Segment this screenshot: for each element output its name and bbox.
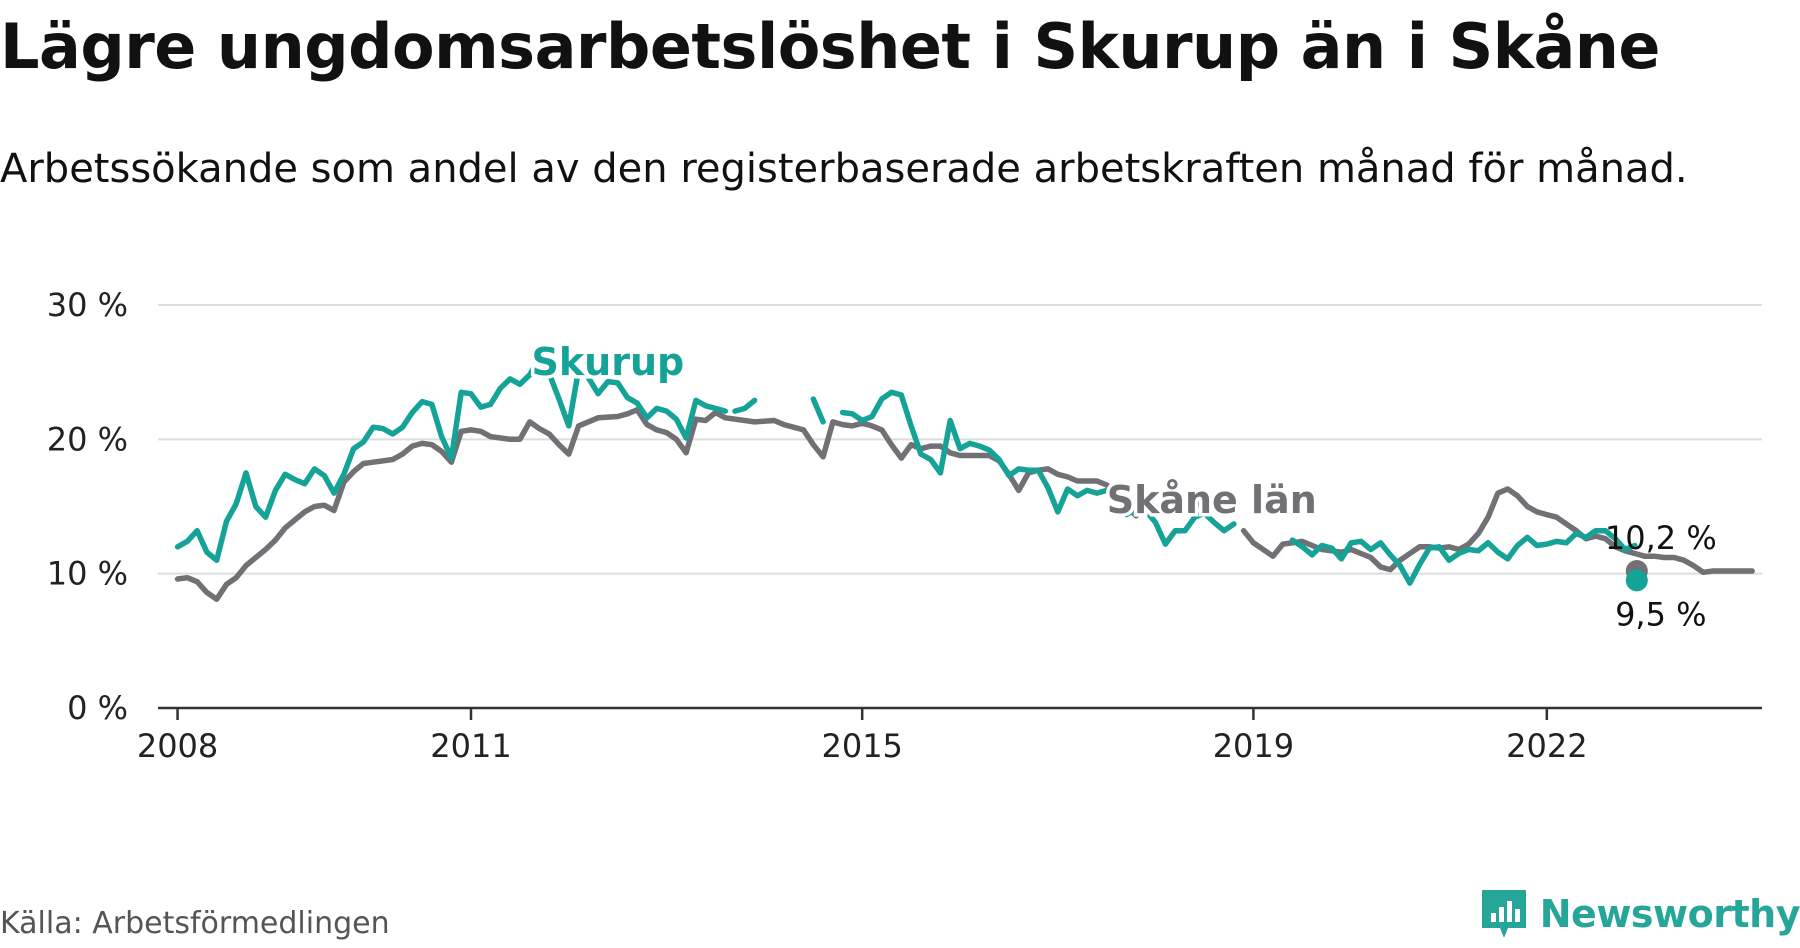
x-tick-label: 2015: [821, 727, 902, 765]
labels-layer: 10,2 % Skåne län 9,5 % Skurup: [528, 336, 1717, 633]
series-label-skurup: Skurup: [532, 340, 685, 384]
end-label-skurup: 9,5 %: [1615, 595, 1706, 633]
brand-logo[interactable]: Newsworthy: [1478, 886, 1800, 942]
y-tick-label: 30 %: [47, 286, 128, 324]
series-line-skane: [174, 407, 1208, 602]
page-subtitle: Arbetssökande som andel av den registerb…: [0, 146, 1688, 192]
series-line-skurup: [174, 354, 729, 563]
line-chart: 10,2 % Skåne län 9,5 % Skurup 0 % 10 % 20 % 30…: [47, 286, 1762, 765]
series-line-skane: [1240, 486, 1755, 576]
y-tick-label: 20 %: [47, 420, 128, 458]
x-tick-label: 2019: [1213, 727, 1294, 765]
series-line-skurup: [839, 389, 1237, 547]
y-tick-label: 10 %: [47, 555, 128, 593]
series-layer: [174, 354, 1755, 602]
x-tick-label: 2022: [1506, 727, 1587, 765]
gridlines: [158, 304, 1762, 575]
axis-layer: 0 % 10 % 20 % 30 % 2008 2011 2015 2019 2022: [47, 286, 1762, 765]
series-line-skurup: [732, 397, 758, 414]
x-tick-label: 2011: [430, 727, 511, 765]
y-tick-label: 0 %: [67, 689, 128, 727]
series-line-skurup: [810, 396, 826, 425]
brand-name: Newsworthy: [1539, 892, 1800, 936]
series-line-skurup: [1289, 527, 1638, 586]
series-label-skane: Skåne län: [1107, 478, 1317, 522]
x-tick-label: 2008: [137, 727, 218, 765]
end-label-skane: 10,2 %: [1605, 519, 1717, 557]
newsworthy-logo-icon: [1481, 890, 1526, 938]
end-point-skurup: [1625, 569, 1648, 592]
source-note: Källa: Arbetsförmedlingen: [0, 906, 390, 941]
page-title: Lägre ungdomsarbetslöshet i Skurup än i …: [0, 10, 1660, 83]
